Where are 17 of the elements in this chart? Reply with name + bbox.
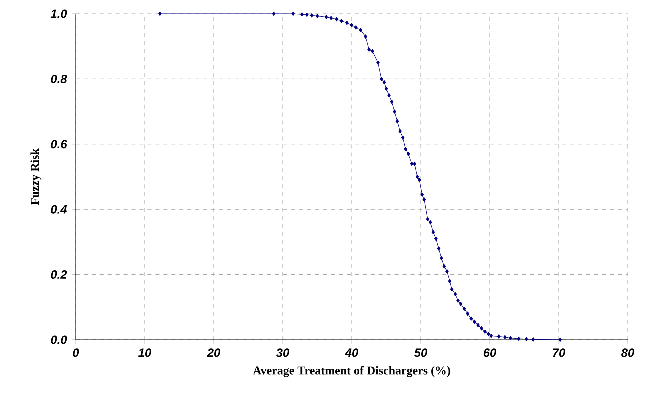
x-tick-label: 30: [276, 348, 290, 358]
y-tick-label: 1.0: [50, 10, 68, 18]
y-tick-label: 0.4: [51, 205, 68, 214]
x-tick-label: 10: [138, 348, 152, 358]
x-tick-label: 70: [553, 348, 566, 358]
x-axis-title: Average Treatment of Dischargers (%): [253, 366, 450, 378]
x-tick-label: 0: [73, 348, 80, 358]
x-tick-label: 20: [207, 348, 221, 358]
y-axis-title: Fuzzy Risk: [30, 148, 42, 206]
y-tick-label: 0.2: [51, 270, 68, 280]
x-tick-label: 40: [345, 348, 359, 358]
y-tick-label: 0.8: [51, 74, 68, 84]
x-tick-label: 80: [622, 348, 635, 358]
y-tick-label: 0.6: [51, 140, 68, 149]
x-tick-label: 60: [484, 348, 497, 358]
y-tick-label: 0.0: [51, 336, 68, 344]
x-tick-label: 50: [414, 348, 428, 358]
